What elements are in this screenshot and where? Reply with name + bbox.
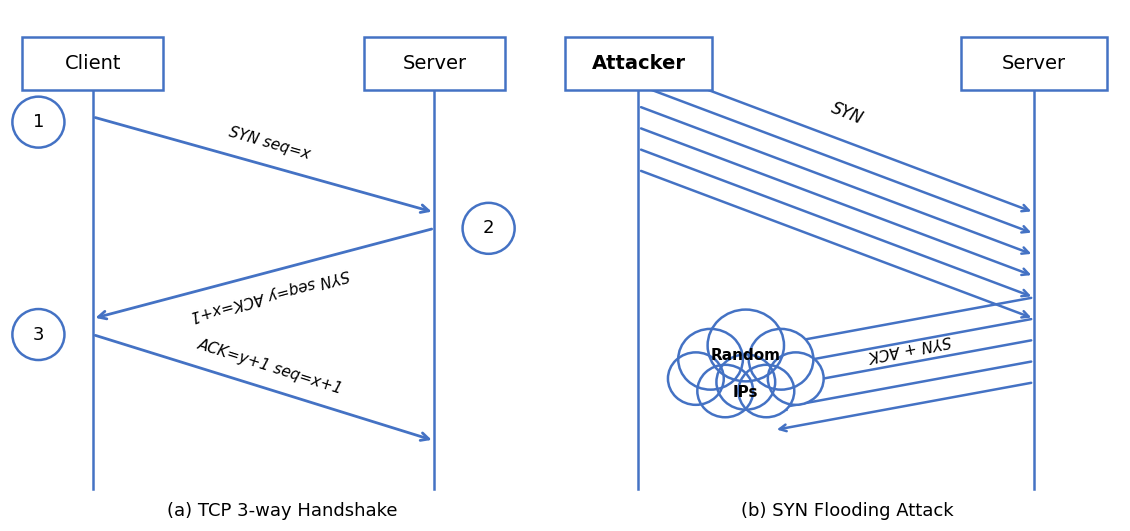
Text: Server: Server [402,54,467,73]
Circle shape [678,329,742,390]
Circle shape [12,309,64,360]
Circle shape [739,365,794,417]
Circle shape [668,353,724,405]
Text: Client: Client [64,54,121,73]
Circle shape [749,329,814,390]
Text: (a) TCP 3-way Handshake: (a) TCP 3-way Handshake [167,502,398,520]
Text: IPs: IPs [733,386,758,400]
Text: Random: Random [711,348,781,363]
Text: SYN + ACK: SYN + ACK [867,332,951,363]
Circle shape [697,365,753,417]
FancyBboxPatch shape [364,37,505,90]
FancyBboxPatch shape [23,37,163,90]
Circle shape [707,310,784,381]
Text: 3: 3 [33,326,44,344]
FancyBboxPatch shape [565,37,712,90]
Circle shape [768,353,824,405]
Circle shape [12,97,64,148]
Text: Server: Server [1002,54,1066,73]
Text: Attacker: Attacker [591,54,686,73]
Text: (b) SYN Flooding Attack: (b) SYN Flooding Attack [741,502,954,520]
Text: ACK=y+1 seq=x+1: ACK=y+1 seq=x+1 [195,336,345,397]
Text: SYN: SYN [828,99,866,128]
Circle shape [462,203,514,254]
FancyBboxPatch shape [960,37,1107,90]
Text: SYN seq=y ACK=x+1: SYN seq=y ACK=x+1 [189,267,350,323]
Text: 1: 1 [33,113,44,131]
Circle shape [716,355,775,410]
Text: 2: 2 [483,219,494,237]
Text: SYN seq=x: SYN seq=x [227,124,312,162]
